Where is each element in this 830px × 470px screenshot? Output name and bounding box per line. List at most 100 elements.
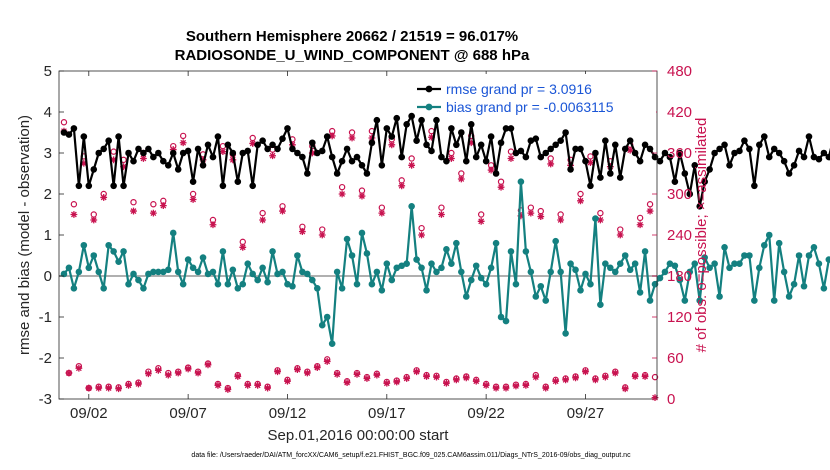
bias-point xyxy=(264,278,271,286)
rmse-point xyxy=(313,149,321,157)
obs-assimilated-point xyxy=(145,370,152,378)
bias-point xyxy=(805,252,813,259)
rmse-point xyxy=(299,153,306,161)
rmse-point xyxy=(418,116,425,124)
bias-point xyxy=(711,260,718,268)
obs-assimilated-point xyxy=(214,381,222,389)
obs-assimilated-point xyxy=(343,379,351,386)
bias-point xyxy=(378,287,386,294)
bias-point xyxy=(756,264,763,272)
bias-point xyxy=(686,268,694,276)
rmse-point xyxy=(582,157,589,165)
bias-point xyxy=(477,274,485,282)
y-left-tick-label: 1 xyxy=(44,227,52,244)
bias-point xyxy=(562,330,569,337)
rmse-point xyxy=(656,157,664,165)
obs-assimilated-point xyxy=(557,216,565,224)
obs-assimilated-point xyxy=(120,163,127,171)
bias-point xyxy=(760,241,768,249)
rmse-point xyxy=(462,157,470,165)
obs-assimilated-point xyxy=(164,371,172,379)
y-right-tick-label: 60 xyxy=(667,350,684,367)
obs-assimilated-point xyxy=(353,371,361,378)
rmse-point xyxy=(279,135,286,142)
bias-point xyxy=(701,254,708,261)
obs-assimilated-point xyxy=(174,369,182,377)
obs-assimilated-point xyxy=(279,207,286,215)
bias-point xyxy=(681,297,689,304)
obs-assimilated-point xyxy=(65,369,73,377)
rmse-point xyxy=(244,147,252,155)
bias-point xyxy=(597,301,604,309)
rmse-point xyxy=(562,129,569,136)
obs-assimilated-point xyxy=(522,381,530,389)
obs-assimilated-point xyxy=(229,156,237,164)
rmse-point xyxy=(348,157,356,165)
rmse-point xyxy=(135,145,142,153)
bias-point xyxy=(418,264,425,272)
obs-assimilated-point xyxy=(447,155,455,162)
obs-assimilated-point xyxy=(452,376,460,384)
obs-assimilated-point xyxy=(587,159,594,166)
bias-point xyxy=(800,282,808,290)
rmse-point xyxy=(443,157,450,165)
obs-possible-point xyxy=(408,155,415,162)
y-axis-right-label: # of obs: o=possible; ×=assimilated xyxy=(693,118,710,353)
bias-point xyxy=(353,280,361,288)
bias-point xyxy=(348,252,356,259)
bias-point xyxy=(85,264,93,272)
rmse-point xyxy=(65,131,73,138)
rmse-point xyxy=(820,149,828,157)
rmse-point xyxy=(592,149,599,157)
obs-assimilated-point xyxy=(517,212,525,220)
obs-assimilated-point xyxy=(601,373,609,381)
bias-point xyxy=(164,266,172,274)
legend-bias-label: bias grand pr = -0.0063115 xyxy=(446,99,614,115)
bias-point xyxy=(428,260,435,268)
rmse-point xyxy=(686,190,694,198)
bias-point xyxy=(174,268,182,276)
rmse-point xyxy=(785,170,793,177)
rmse-point xyxy=(398,153,406,161)
obs-assimilated-point xyxy=(363,375,371,382)
obs-assimilated-point xyxy=(423,373,430,380)
rmse-point xyxy=(552,141,559,149)
x-tick-label: 09/17 xyxy=(368,405,406,422)
obs-assimilated-point xyxy=(383,379,391,387)
bias-point xyxy=(433,268,440,276)
rmse-point xyxy=(125,149,132,157)
rmse-point xyxy=(204,141,212,149)
bias-point xyxy=(313,285,321,292)
obs-assimilated-point xyxy=(298,228,306,235)
rmse-point xyxy=(160,157,167,165)
bias-point xyxy=(825,256,830,263)
obs-possible-point xyxy=(70,201,78,208)
bias-point xyxy=(780,268,788,276)
obs-assimilated-point xyxy=(572,374,579,382)
rmse-point xyxy=(448,125,455,132)
bias-point xyxy=(661,268,669,276)
rmse-point xyxy=(75,182,83,190)
y-left-tick-label: 4 xyxy=(44,104,52,121)
bias-point xyxy=(765,231,773,239)
rmse-point xyxy=(368,139,376,147)
bias-point xyxy=(184,256,192,263)
obs-assimilated-point xyxy=(626,146,634,154)
obs-assimilated-point xyxy=(413,368,421,376)
obs-assimilated-point xyxy=(154,366,162,374)
bias-point xyxy=(95,268,103,276)
bias-point xyxy=(244,260,252,268)
obs-possible-point xyxy=(259,209,266,217)
bias-point xyxy=(453,239,460,247)
rmse-point xyxy=(294,149,301,157)
bias-point xyxy=(462,293,470,300)
rmse-point xyxy=(338,157,346,165)
bias-point xyxy=(259,264,266,272)
bias-point xyxy=(790,280,798,288)
rmse-point xyxy=(155,149,162,157)
obs-assimilated-point xyxy=(621,385,629,393)
obs-possible-point xyxy=(60,119,68,126)
bias-point xyxy=(70,285,78,292)
bias-point xyxy=(472,262,480,270)
